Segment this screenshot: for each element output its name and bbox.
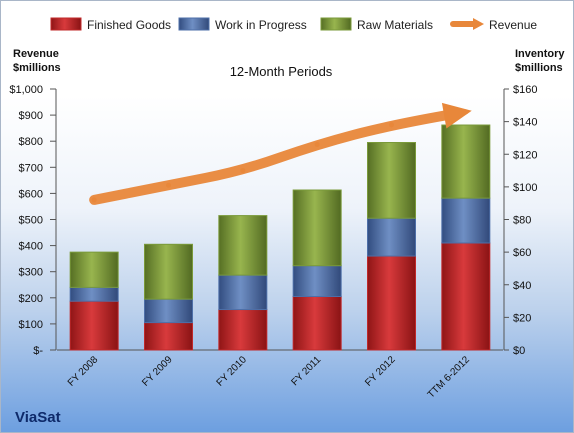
right-tick-label: $80: [513, 215, 531, 227]
bar-work-in-progress: [218, 274, 268, 311]
left-tick-label: $200: [19, 293, 43, 305]
right-tick-label: $120: [513, 149, 537, 161]
left-tick-label: $400: [19, 241, 43, 253]
legend: Finished Goods Work in Progress Raw Materi…: [50, 17, 537, 32]
left-tick-label: $500: [19, 215, 43, 227]
legend-label-revenue: Revenue: [489, 18, 537, 32]
bar-finished-goods: [367, 255, 416, 351]
legend-swatch-work-in-progress: [178, 17, 210, 31]
right-tick-label: $140: [513, 117, 537, 129]
left-axis: $- $100 $200 $300 $400 $500 $600 $700 $800 $900 $1…: [9, 84, 57, 357]
revenue-point: [314, 141, 320, 147]
bar-finished-goods: [441, 242, 491, 351]
revenue-point: [91, 197, 97, 203]
right-axis-title-line2: $millions: [515, 62, 563, 74]
category-labels: FY 2008 FY 2009 FY 2010 FY 2011 FY 2012 TTM 6…: [66, 354, 472, 401]
bar-finished-goods: [144, 322, 193, 351]
legend-label-raw-materials: Raw Materials: [357, 18, 433, 32]
left-axis-title-line1: Revenue: [13, 48, 59, 60]
bar-finished-goods: [218, 309, 268, 351]
bar-raw-materials: [144, 243, 193, 300]
company-name: ViaSat: [15, 409, 61, 426]
right-axis: $0 $20 $40 $60 $80 $100 $120 $140 $160: [57, 84, 537, 357]
bars: [69, 124, 491, 351]
category-label: TTM 6-2012: [426, 354, 473, 401]
left-tick-label: $1,000: [9, 84, 43, 96]
chart-subtitle: 12-Month Periods: [230, 64, 333, 79]
legend-arrowhead: [473, 18, 484, 30]
left-tick-label: $600: [19, 188, 43, 200]
left-tick-label: $-: [33, 345, 43, 357]
bar-raw-materials: [69, 251, 119, 288]
legend-swatch-finished-goods: [50, 17, 82, 31]
bar-work-in-progress: [441, 197, 491, 244]
revenue-line-group: [89, 102, 472, 205]
bar-work-in-progress: [292, 265, 342, 297]
right-tick-label: $100: [513, 182, 537, 194]
revenue-point: [463, 109, 469, 115]
left-tick-label: $800: [19, 136, 43, 148]
bar-finished-goods: [69, 300, 119, 351]
category-label: FY 2010: [215, 354, 250, 389]
revenue-point: [389, 122, 394, 128]
revenue-point: [166, 182, 171, 188]
left-axis-title-line2: $millions: [13, 62, 61, 74]
bar-work-in-progress: [69, 286, 119, 302]
right-tick-label: $0: [513, 345, 525, 357]
right-tick-label: $60: [513, 247, 531, 259]
left-tick-label: $900: [19, 110, 43, 122]
bar-raw-materials: [441, 124, 491, 199]
revenue-line: [89, 109, 454, 205]
bar-work-in-progress: [367, 217, 416, 257]
right-axis-title-line1: Inventory: [515, 48, 565, 60]
right-tick-label: $160: [513, 84, 537, 96]
category-label: FY 2008: [66, 354, 101, 389]
bar-work-in-progress: [144, 298, 193, 324]
legend-label-work-in-progress: Work in Progress: [215, 18, 307, 32]
legend-swatch-raw-materials: [320, 17, 352, 31]
bar-raw-materials: [218, 215, 268, 276]
category-label: FY 2011: [289, 354, 323, 388]
right-tick-label: $40: [513, 280, 531, 292]
revenue-arrowhead: [441, 102, 472, 129]
left-tick-label: $100: [19, 319, 43, 331]
right-tick-label: $20: [513, 312, 531, 324]
category-label: FY 2012: [363, 354, 398, 389]
bar-raw-materials: [367, 142, 416, 219]
revenue-point: [240, 168, 246, 174]
left-tick-label: $700: [19, 162, 43, 174]
bar-finished-goods: [292, 295, 342, 351]
legend-label-finished-goods: Finished Goods: [87, 18, 171, 32]
category-label: FY 2009: [140, 354, 175, 389]
bar-raw-materials: [292, 189, 342, 267]
left-tick-label: $300: [19, 267, 43, 279]
